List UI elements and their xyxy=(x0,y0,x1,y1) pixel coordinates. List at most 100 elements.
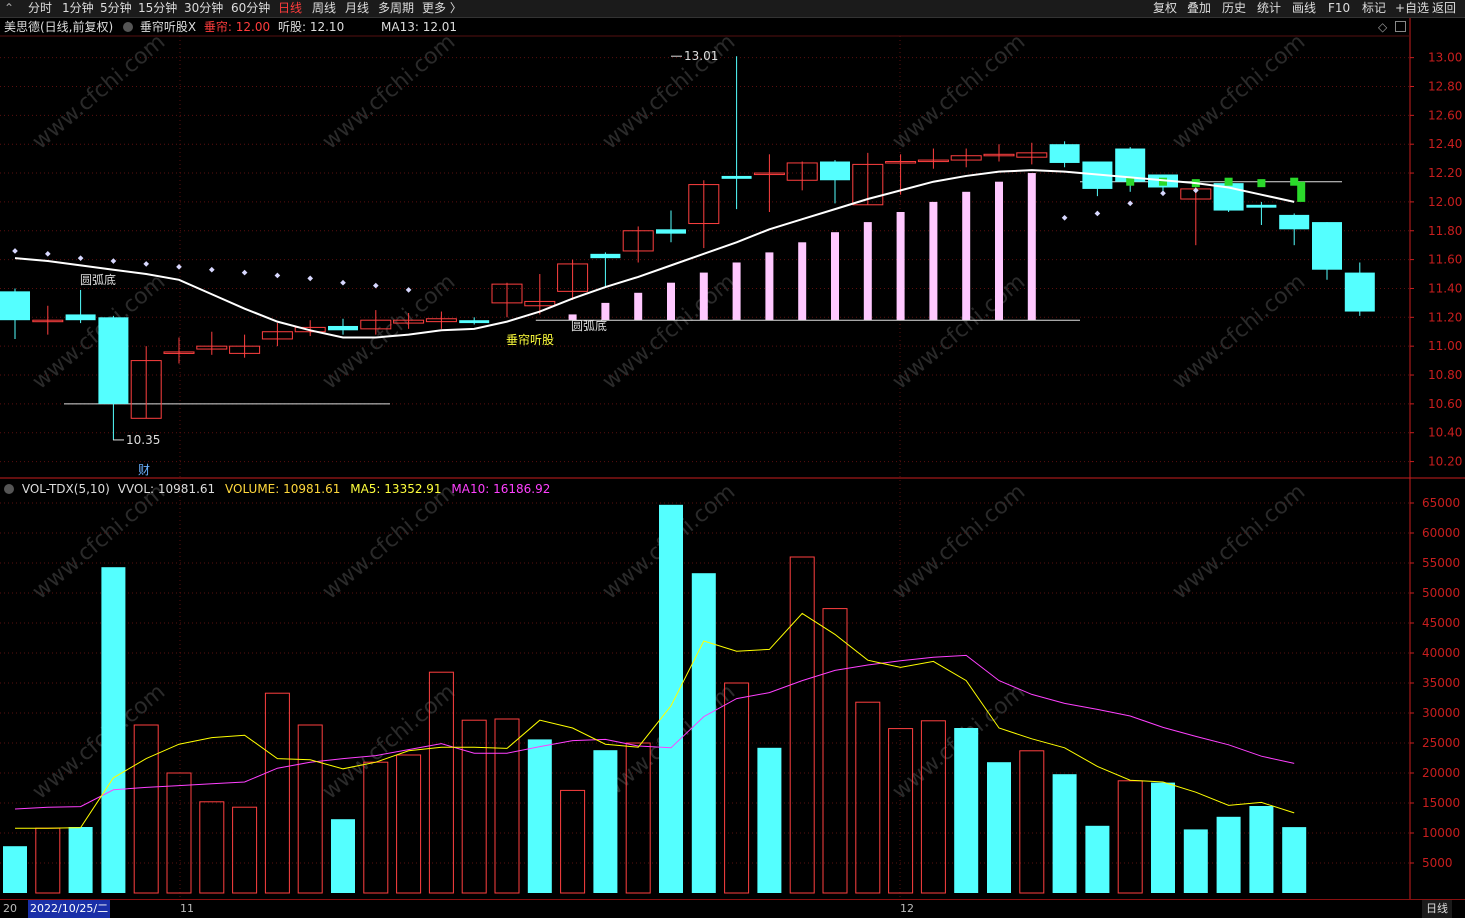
draw-button[interactable]: 画线 xyxy=(1292,1,1317,15)
candle-body xyxy=(1279,214,1310,230)
watermark-text: www.cfchi.com xyxy=(1168,479,1310,604)
ma5-label: MA5: xyxy=(350,482,381,496)
volume-tick-label: 40000 xyxy=(1422,646,1460,660)
volume-indicator-name[interactable]: VOL-TDX(5,10) xyxy=(21,482,110,496)
volume-bar xyxy=(920,720,946,894)
watermark-text: www.cfchi.com xyxy=(28,479,170,604)
volume-bar xyxy=(691,573,716,893)
volume-bar xyxy=(987,762,1011,893)
price-tick-label: 11.40 xyxy=(1428,281,1462,295)
watermark-text: www.cfchi.com xyxy=(318,679,460,804)
period-60min[interactable]: 60分钟 xyxy=(231,1,271,15)
stop-dot xyxy=(1094,210,1101,217)
candle-body xyxy=(425,318,457,323)
ma13-label: MA13: xyxy=(381,20,419,34)
volume-tick-label: 5000 xyxy=(1422,856,1453,870)
green-signal-bar xyxy=(1126,177,1135,186)
volume-toggle-icon[interactable] xyxy=(4,484,14,494)
diamond-icon[interactable]: ◇ xyxy=(1378,20,1388,34)
volume-bar xyxy=(396,754,422,894)
candle-body xyxy=(656,229,686,234)
volume-tick-label: 45000 xyxy=(1422,616,1460,630)
watermark-text: www.cfchi.com xyxy=(888,479,1030,604)
stock-title: 美思德(日线,前复权) xyxy=(4,20,114,34)
period-15min[interactable]: 15分钟 xyxy=(138,1,178,15)
volume-bar xyxy=(494,718,520,894)
period-more[interactable]: 更多 〉 xyxy=(422,1,462,15)
tinggu-label: 听股: xyxy=(277,20,307,34)
pink-signal-bar xyxy=(863,222,872,321)
period-30min[interactable]: 30分钟 xyxy=(184,1,224,15)
price-tick-label: 12.00 xyxy=(1428,195,1462,209)
period-fenshi[interactable]: 分时 xyxy=(28,1,53,15)
period-5min[interactable]: 5分钟 xyxy=(100,1,132,15)
candle-body xyxy=(328,325,358,331)
stop-dot xyxy=(143,261,150,267)
volume-ma5-line xyxy=(15,612,1295,829)
candle-body xyxy=(491,283,523,304)
green-signal-bar xyxy=(1159,177,1167,186)
candle-body xyxy=(163,351,195,354)
stats-button[interactable]: 统计 xyxy=(1257,1,1282,15)
volume-axis: 65000 60000 55000 50000 45000 40000 35000 30000… xyxy=(1410,496,1460,870)
volume-bar xyxy=(1151,782,1175,893)
watermark-text: www.cfchi.com xyxy=(1168,29,1310,154)
volume-bar xyxy=(659,504,683,893)
period-monthly[interactable]: 月线 xyxy=(345,1,370,15)
candle-body xyxy=(98,317,129,404)
period-multi[interactable]: 多周期 xyxy=(378,1,415,15)
fuquan-button[interactable]: 复权 xyxy=(1153,1,1178,15)
period-1min[interactable]: 1分钟 xyxy=(62,1,94,15)
volume-bar xyxy=(855,701,881,894)
pink-signal-bar xyxy=(995,181,1003,321)
panel-close-icon[interactable] xyxy=(1395,21,1406,32)
pink-signal-bar xyxy=(732,262,741,321)
pink-signal-bar xyxy=(634,292,643,321)
high-price-label: 13.01 xyxy=(684,49,718,63)
history-button[interactable]: 历史 xyxy=(1222,1,1247,15)
volume-panel xyxy=(3,504,1307,894)
indicator-toggle-icon[interactable] xyxy=(123,22,134,32)
overlay-button[interactable]: 叠加 xyxy=(1187,1,1212,15)
volume-bar xyxy=(363,761,389,894)
return-button[interactable]: 返回 xyxy=(1432,1,1457,15)
candle-body xyxy=(1344,272,1375,312)
volume-bar xyxy=(166,772,192,894)
volume-bar xyxy=(1183,829,1208,893)
stop-dot xyxy=(274,272,281,279)
candle-body xyxy=(983,153,1015,157)
period-weekly[interactable]: 周线 xyxy=(312,1,337,15)
volume-bar xyxy=(1216,816,1241,893)
mark-button[interactable]: 标记 xyxy=(1362,1,1387,15)
price-tick-label: 13.00 xyxy=(1428,51,1462,65)
add-favorite-button[interactable]: +自选 xyxy=(1395,1,1430,15)
candle-body xyxy=(360,319,392,330)
arc-bottom-label: 圆弧底 xyxy=(80,272,116,287)
volume-tick-label: 65000 xyxy=(1422,496,1460,510)
period-daily[interactable]: 日线 xyxy=(278,1,303,15)
volume-bar xyxy=(593,750,618,893)
candle-body xyxy=(557,263,589,292)
watermark-text: www.cfchi.com xyxy=(318,479,460,604)
price-tick-label: 10.20 xyxy=(1428,455,1462,469)
volume-bar xyxy=(461,719,487,894)
green-signal-bar xyxy=(1297,181,1306,202)
ma13-header: MA13: 12.01 xyxy=(381,18,457,36)
pink-signal-bar xyxy=(962,191,971,321)
volume-tick-label: 25000 xyxy=(1422,736,1460,750)
price-tick-label: 12.40 xyxy=(1428,137,1462,151)
indicator-name[interactable]: 垂帘听股X xyxy=(139,20,197,34)
pink-signal-bar xyxy=(568,314,577,321)
watermark-text: www.cfchi.com xyxy=(888,29,1030,154)
period-label[interactable]: 日线 xyxy=(1422,900,1452,918)
back-icon[interactable]: ⌃ xyxy=(4,1,15,15)
price-tick-label: 12.60 xyxy=(1428,108,1462,122)
volume-bar xyxy=(789,556,815,894)
volume-tick-label: 35000 xyxy=(1422,676,1460,690)
watermark-text: www.cfchi.com xyxy=(888,269,1030,394)
pink-signal-bar xyxy=(765,252,774,321)
volume-bar xyxy=(1249,806,1274,893)
f10-button[interactable]: F10 xyxy=(1328,1,1351,15)
